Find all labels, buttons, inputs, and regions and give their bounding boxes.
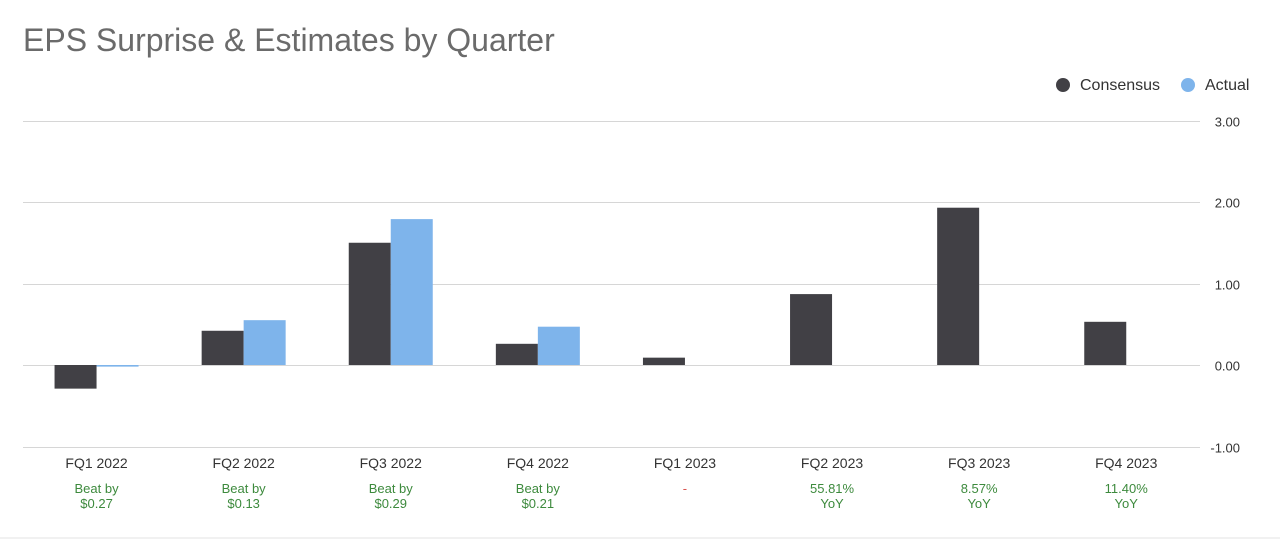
annotation-line2: $0.27 [80, 496, 113, 511]
annotation-line1: Beat by [75, 481, 120, 496]
x-tick-label: FQ2 2023 [801, 455, 863, 471]
x-tick-label: FQ3 2023 [948, 455, 1010, 471]
annotation-line2: $0.29 [374, 496, 407, 511]
y-tick-label: 3.00 [1215, 115, 1240, 130]
bars [54, 207, 1127, 389]
bar-consensus [937, 207, 980, 365]
legend-label-actual: Actual [1205, 77, 1249, 94]
gridlines [23, 121, 1200, 448]
bar-actual [96, 365, 139, 367]
x-tick-label: FQ4 2023 [1095, 455, 1157, 471]
x-tick-label: FQ2 2022 [213, 455, 275, 471]
y-tick-label: 1.00 [1215, 278, 1240, 293]
y-tick-label: -1.00 [1210, 441, 1240, 456]
annotation-line2: $0.21 [522, 496, 555, 511]
legend-label-consensus: Consensus [1080, 77, 1160, 94]
y-tick-label: 0.00 [1215, 359, 1240, 374]
annotation-line2: YoY [1115, 496, 1139, 511]
annotation-line1: - [683, 481, 687, 496]
x-tick-label: FQ3 2022 [360, 455, 422, 471]
bar-consensus [495, 343, 538, 365]
chart-title: EPS Surprise & Estimates by Quarter [23, 22, 555, 58]
y-tick-label: 2.00 [1215, 196, 1240, 211]
annotation-line1: 8.57% [961, 481, 998, 496]
annotation-line1: 11.40% [1105, 481, 1149, 496]
annotation-line1: Beat by [516, 481, 561, 496]
bar-consensus [348, 242, 391, 365]
annotation-line1: Beat by [369, 481, 414, 496]
bar-consensus [1084, 321, 1127, 365]
annotation-line1: 55.81% [810, 481, 855, 496]
legend: Consensus Actual [1056, 77, 1249, 94]
x-axis-tick-labels: FQ1 2022 FQ2 2022 FQ3 2022 FQ4 2022 FQ1 2023… [65, 455, 1157, 471]
bar-consensus [790, 294, 833, 365]
annotation-line1: Beat by [222, 481, 267, 496]
annotation-line2: YoY [820, 496, 844, 511]
bar-actual [390, 219, 433, 365]
bar-consensus [642, 357, 685, 365]
x-tick-label: FQ4 2022 [507, 455, 569, 471]
bar-consensus [54, 365, 97, 389]
bar-actual [243, 320, 286, 365]
bar-consensus [201, 330, 244, 365]
x-tick-label: FQ1 2022 [65, 455, 127, 471]
legend-marker-actual [1181, 78, 1195, 92]
bottom-divider [0, 537, 1280, 539]
legend-marker-consensus [1056, 78, 1070, 92]
annotation-line2: $0.13 [227, 496, 260, 511]
annotation-line2: YoY [967, 496, 991, 511]
y-axis-tick-labels: 3.00 2.00 1.00 0.00 -1.00 [1210, 115, 1240, 456]
bar-actual [537, 326, 580, 365]
x-tick-label: FQ1 2023 [654, 455, 716, 471]
